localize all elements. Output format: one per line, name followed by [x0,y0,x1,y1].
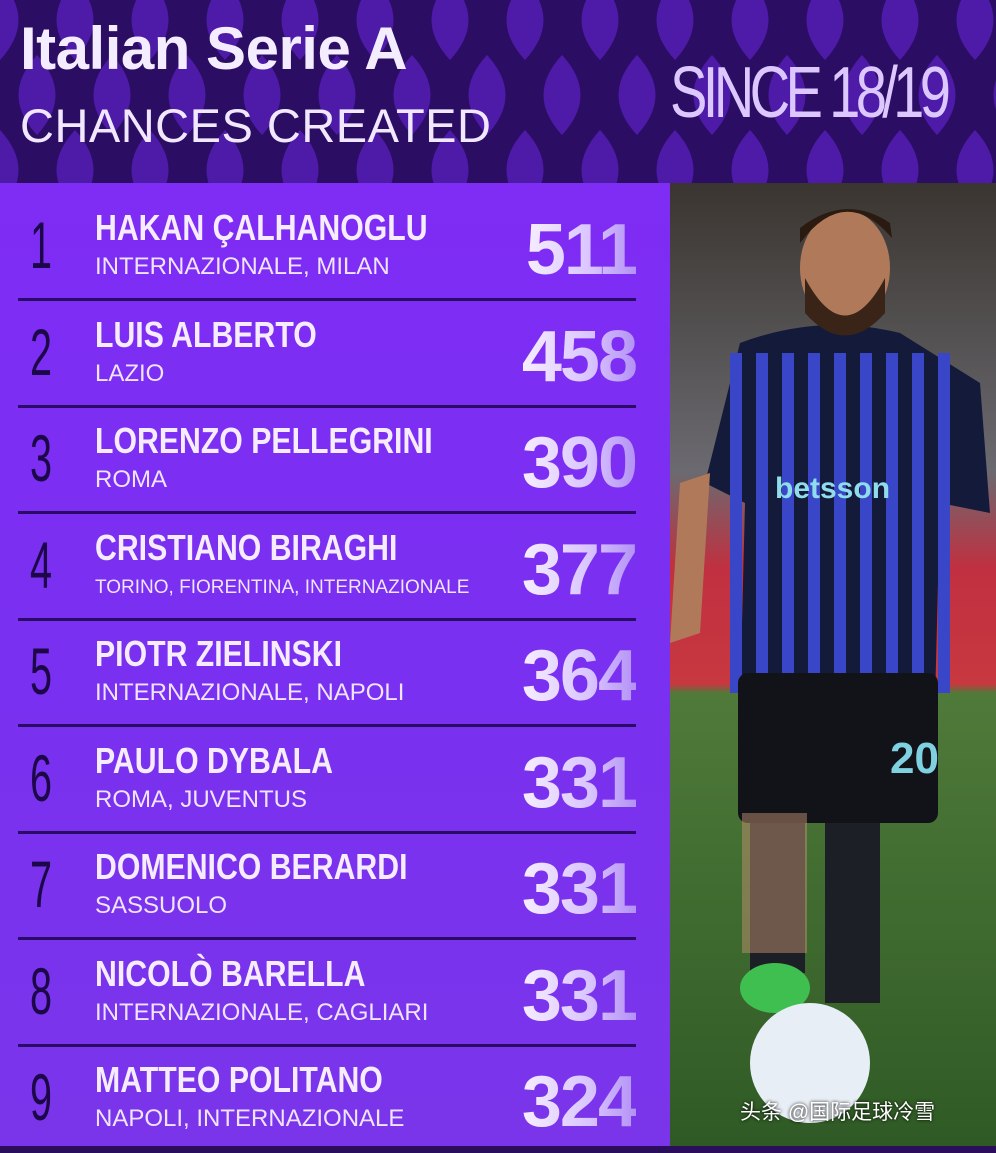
pattern-shape [807,0,844,60]
player-teams: ROMA [95,466,167,494]
rank: 6 [30,740,52,816]
player-teams: TORINO, FIORENTINA, INTERNAZIONALE [95,577,469,599]
ranking-row: 8 NICOLÒ BARELLA INTERNAZIONALE, CAGLIAR… [0,941,670,1047]
ranking-list: 1 HAKAN ÇALHANOGLU INTERNAZIONALE, MILAN… [0,183,670,1146]
ranking-row: 6 PAULO DYBALA ROMA, JUVENTUS 331 [0,728,670,834]
rank: 2 [30,314,52,390]
player-name: CRISTIANO BIRAGHI [95,527,397,569]
ranking-row: 3 LORENZO PELLEGRINI ROMA 390 [0,408,670,514]
shirt-stripe [730,353,742,693]
shirt-stripe [808,353,820,693]
pattern-shape [657,0,694,60]
shirt-stripe [860,353,872,693]
watermark: 头条 @国际足球冷雪 [740,1096,935,1126]
header: Italian Serie A CHANCES CREATED SINCE 18… [0,0,996,183]
page-subtitle: CHANCES CREATED [20,98,491,153]
pattern-shape [507,0,544,60]
player-teams: LAZIO [95,360,164,388]
rank: 5 [30,633,52,709]
pattern-shape [507,130,544,183]
pattern-shape [619,55,656,135]
player-name: LUIS ALBERTO [95,314,317,356]
player-teams: NAPOLI, INTERNAZIONALE [95,1105,404,1133]
chances-value: 511 [526,209,636,291]
pattern-shape [657,130,694,183]
pattern-shape [432,0,469,60]
chances-value: 331 [522,742,636,824]
player-name: LORENZO PELLEGRINI [95,420,433,462]
shirt-stripe [834,353,846,693]
pattern-shape [582,0,619,60]
chances-value: 331 [522,848,636,930]
pattern-shape [544,55,581,135]
page-title: Italian Serie A [20,14,407,83]
chances-value: 364 [522,635,636,717]
pattern-shape [732,130,769,183]
rank: 4 [30,527,52,603]
player-teams: INTERNAZIONALE, NAPOLI [95,679,404,707]
pattern-shape [0,130,19,183]
pattern-shape [582,130,619,183]
ranking-row: 2 LUIS ALBERTO LAZIO 458 [0,302,670,408]
player-name: HAKAN ÇALHANOGLU [95,207,428,249]
ranking-row: 9 MATTEO POLITANO NAPOLI, INTERNAZIONALE… [0,1047,670,1153]
chances-value: 377 [522,529,636,611]
chances-value: 458 [522,316,636,398]
chances-value: 390 [522,422,636,504]
pattern-shape [882,0,919,60]
player-name: PIOTR ZIELINSKI [95,633,342,675]
chances-value: 324 [522,1061,636,1143]
rank: 9 [30,1059,52,1135]
since-label: SINCE 18/19 [670,52,946,134]
pattern-shape [957,0,994,60]
shirt-stripe [886,353,898,693]
player-teams: INTERNAZIONALE, CAGLIARI [95,999,428,1027]
player-name: NICOLÒ BARELLA [95,953,365,995]
player-photo: 20 betsson [670,183,996,1146]
rank: 3 [30,420,52,496]
rank: 1 [30,207,52,283]
shirt-stripe [782,353,794,693]
player-name: MATTEO POLITANO [95,1059,383,1101]
player-teams: SASSUOLO [95,892,227,920]
pattern-shape [957,130,994,183]
ranking-row: 1 HAKAN ÇALHANOGLU INTERNAZIONALE, MILAN… [0,195,670,301]
rank: 8 [30,953,52,1029]
player-teams: INTERNAZIONALE, MILAN [95,253,390,281]
chances-value: 331 [522,955,636,1037]
pattern-shape [882,130,919,183]
ranking-row: 7 DOMENICO BERARDI SASSUOLO 331 [0,834,670,940]
player-teams: ROMA, JUVENTUS [95,786,307,814]
player-name: DOMENICO BERARDI [95,846,407,888]
ranking-row: 5 PIOTR ZIELINSKI INTERNAZIONALE, NAPOLI… [0,621,670,727]
svg-text:betsson: betsson [775,472,890,505]
pattern-shape [0,0,19,60]
svg-text:20: 20 [890,734,939,783]
pattern-shape [807,130,844,183]
shirt-stripe [912,353,924,693]
ranking-row: 4 CRISTIANO BIRAGHI TORINO, FIORENTINA, … [0,515,670,621]
shirt-stripe [938,353,950,693]
player-name: PAULO DYBALA [95,740,333,782]
shirt-stripe [756,353,768,693]
pattern-shape [732,0,769,60]
rank: 7 [30,846,52,922]
